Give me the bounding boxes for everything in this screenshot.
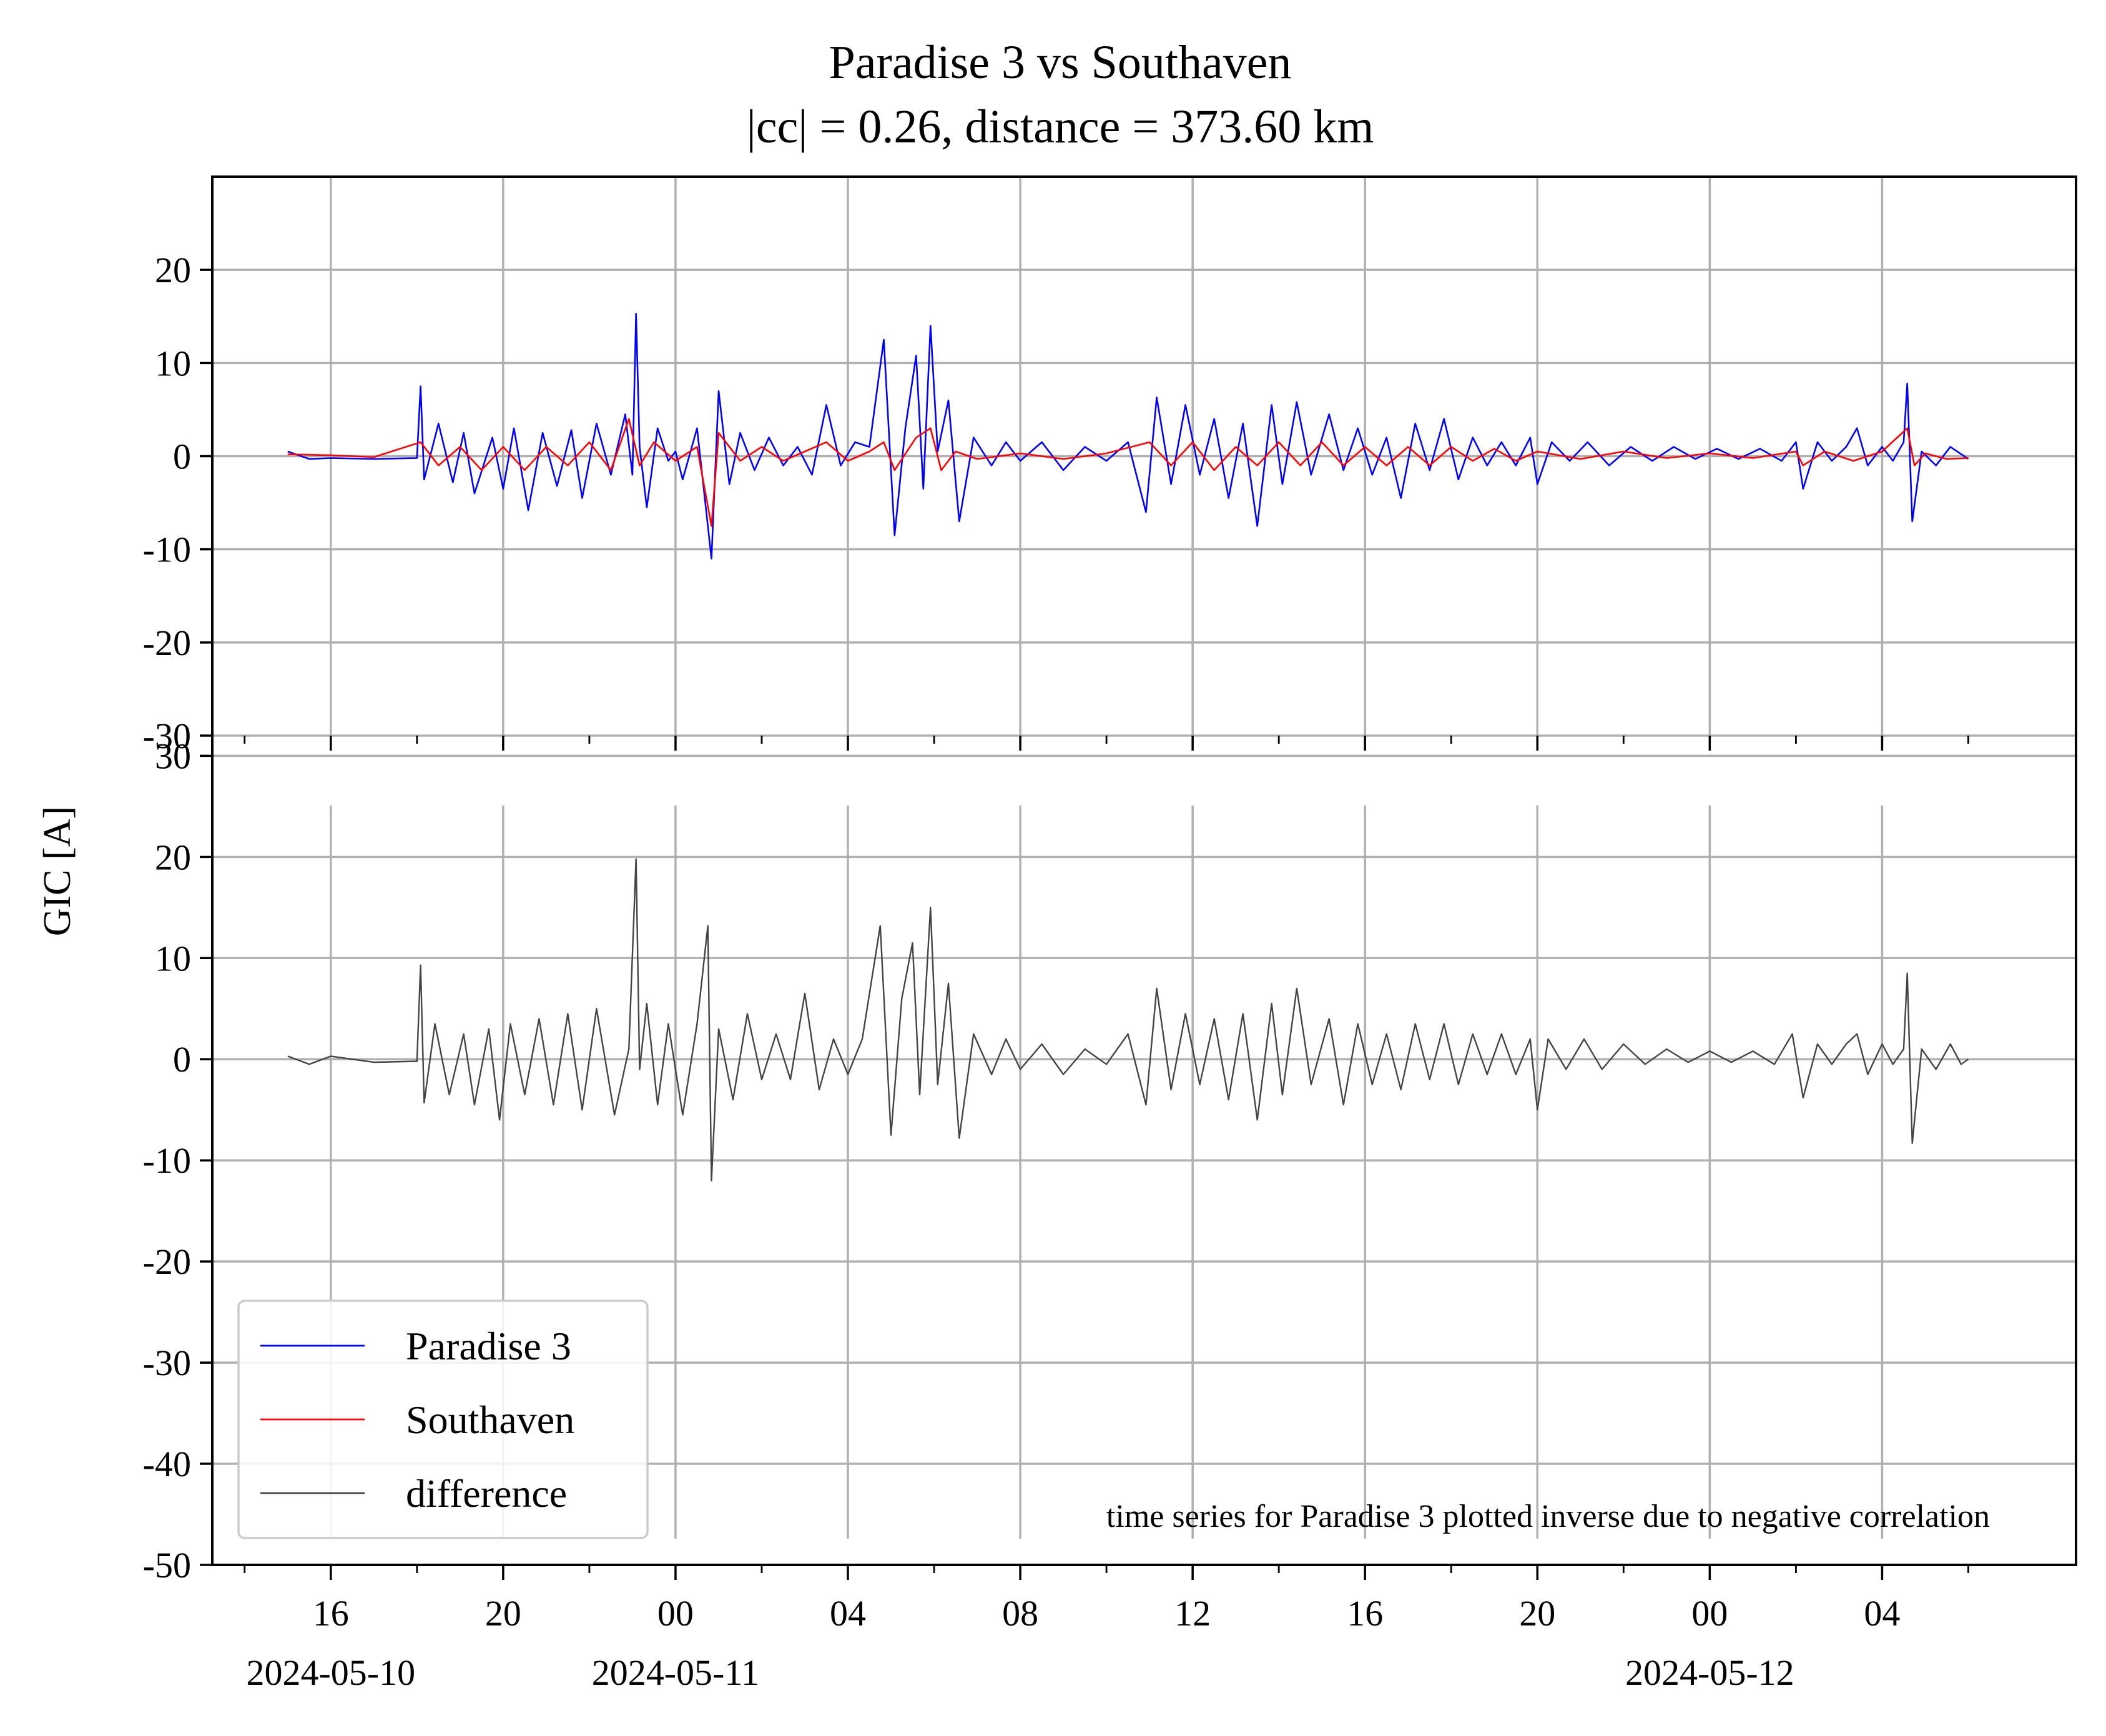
frame-layer [211,175,2077,1566]
inverse-plot-annotation: time series for Paradise 3 plotted inver… [1106,1499,1990,1534]
y-tick-label-top: 20 [155,250,191,290]
chart-title-line2: |cc| = 0.26, distance = 373.60 km [747,101,1374,153]
x-tick-label: 00 [1691,1593,1728,1634]
x-tick-label: 00 [657,1593,694,1634]
y-tick-label-top: -10 [143,530,191,570]
x-date-label: 2024-05-10 [246,1652,415,1693]
x-tick-label: 16 [1347,1593,1383,1634]
legend-label: difference [406,1471,567,1516]
series-line-southaven [287,418,1969,527]
y-tick-label-top: 10 [155,343,191,383]
tick-layer: -30 -20 -10 0 10 20 -50 -40 -30 -20 -10 0 10 20 30 16 20… [143,250,1969,1693]
y-axis-label: GIC [A] [36,806,79,936]
legend-label: Southaven [406,1398,574,1442]
x-tick-label: 04 [830,1593,866,1634]
y-tick-label-bottom: 0 [173,1039,191,1080]
x-tick-label: 20 [485,1593,521,1634]
x-date-label: 2024-05-11 [592,1652,759,1693]
y-tick-label-top: 0 [173,436,191,477]
y-tick-label-bottom: -40 [143,1444,191,1484]
legend: Paradise 3 Southaven difference [237,1300,649,1539]
y-tick-label-bottom: 30 [155,736,191,776]
x-tick-label: 08 [1002,1593,1038,1634]
y-tick-label-top: -20 [143,623,191,663]
series-line-paradise-3 [287,313,1969,560]
series-layer [287,313,1969,1181]
y-tick-label-bottom: -10 [143,1140,191,1181]
x-date-label: 2024-05-12 [1625,1652,1794,1693]
y-tick-label-bottom: -30 [143,1343,191,1383]
x-tick-label: 12 [1174,1593,1211,1634]
x-tick-label: 04 [1864,1593,1900,1634]
legend-box [237,1300,649,1539]
y-tick-label-bottom: -50 [143,1545,191,1586]
series-line-difference [287,858,1969,1181]
chart-title-line1: Paradise 3 vs Southaven [829,36,1292,89]
y-tick-label-bottom: 20 [155,837,191,877]
x-tick-label: 16 [313,1593,349,1634]
y-tick-label-bottom: -20 [143,1241,191,1282]
y-tick-label-bottom: 10 [155,938,191,979]
x-tick-label: 20 [1519,1593,1555,1634]
axes-frame [211,175,2077,1566]
legend-label: Paradise 3 [406,1324,571,1368]
y-tick-label-top: -30 [143,716,191,756]
